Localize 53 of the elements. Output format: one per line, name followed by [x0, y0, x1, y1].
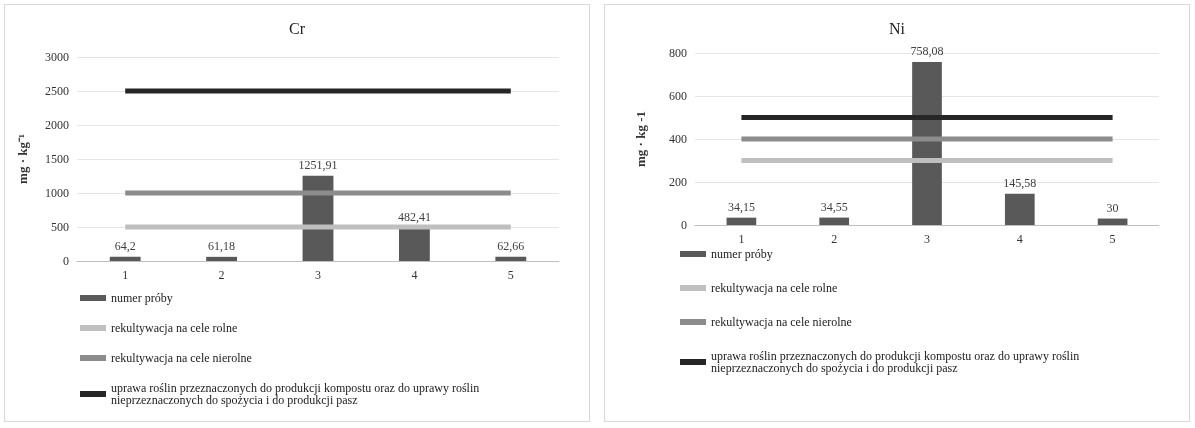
- y-tick-label: 800: [669, 46, 687, 60]
- bar: [819, 217, 850, 225]
- x-tick-label: 1: [738, 232, 745, 246]
- y-tick-label: 3000: [45, 50, 69, 64]
- y-tick-label: 400: [669, 132, 687, 146]
- x-tick-label: 1: [122, 268, 129, 282]
- legend-label: rekultywacja na cele nierolne: [111, 351, 252, 365]
- bar: [206, 256, 238, 261]
- y-tick-label: 600: [669, 89, 687, 103]
- y-tick-label: 1000: [45, 186, 69, 200]
- bar: [1004, 193, 1035, 225]
- y-axis-title: mg · kg⁻¹: [15, 134, 30, 184]
- x-tick-label: 5: [1109, 232, 1116, 246]
- bar: [109, 256, 141, 261]
- bar: [912, 62, 942, 225]
- legend-label: rekultywacja na cele rolne: [111, 321, 238, 335]
- x-tick-label: 3: [315, 268, 321, 282]
- data-label: 62,66: [497, 238, 525, 253]
- data-label: 64,2: [114, 238, 136, 253]
- legend-label: numer próby: [111, 291, 173, 305]
- x-tick-label: 4: [411, 268, 418, 282]
- x-tick-label: 5: [507, 268, 514, 282]
- data-label: 34,15: [727, 199, 755, 214]
- legend-label: rekultywacja na cele rolne: [711, 281, 838, 295]
- y-tick-label: 2500: [45, 84, 69, 98]
- y-tick-label: 2000: [45, 118, 69, 132]
- x-tick-label: 3: [924, 232, 930, 246]
- data-label: 61,18: [208, 238, 236, 253]
- bar: [726, 217, 757, 225]
- x-tick-label: 4: [1016, 232, 1023, 246]
- bar: [398, 228, 430, 261]
- data-label: 145,58: [1003, 175, 1037, 190]
- y-tick-label: 0: [681, 218, 687, 232]
- x-tick-label: 2: [831, 232, 838, 246]
- data-label: 482,41: [397, 210, 431, 225]
- y-axis-title: mg · kg -1: [633, 111, 648, 167]
- y-tick-label: 0: [63, 254, 69, 268]
- data-label: 34,55: [820, 199, 848, 214]
- y-tick-label: 1500: [45, 152, 69, 166]
- legend-label: uprawa roślin przeznaczonych do produkcji kompostu oraz do uprawy roślin nieprzeznaczonych do spożycia i do produkcji pasz: [711, 349, 1083, 375]
- data-label: 30: [1106, 200, 1119, 215]
- x-tick-label: 2: [218, 268, 225, 282]
- bar: [495, 256, 527, 261]
- y-tick-label: 500: [51, 220, 69, 234]
- chart-title: Ni: [889, 19, 906, 37]
- bar: [1097, 218, 1128, 225]
- legend-label: rekultywacja na cele nierolne: [711, 315, 852, 329]
- data-label: 1251,91: [298, 157, 338, 172]
- y-tick-label: 200: [669, 175, 687, 189]
- legend-label: numer próby: [711, 247, 773, 261]
- legend-label: uprawa roślin przeznaczonych do produkcji kompostu oraz do uprawy roślin nieprzeznaczonych do spożycia i do produkcji pasz: [111, 381, 483, 407]
- chart-title: Cr: [289, 19, 306, 37]
- data-label: 758,08: [910, 44, 944, 59]
